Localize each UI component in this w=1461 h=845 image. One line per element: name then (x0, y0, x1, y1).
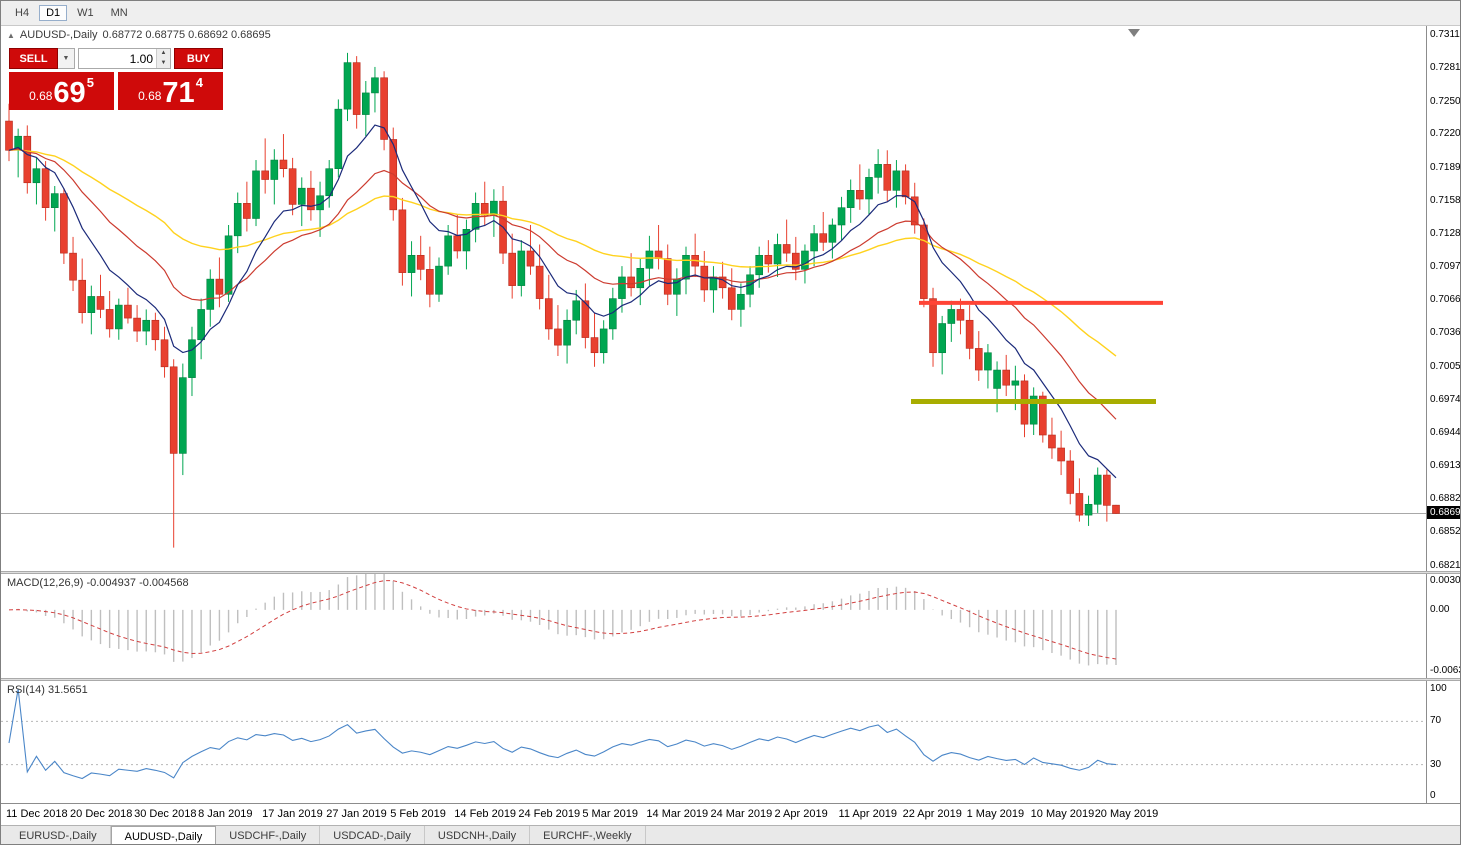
time-axis-label: 10 May 2019 (1030, 808, 1095, 820)
timeframe-toolbar: H4 D1 W1 MN (1, 1, 1460, 26)
time-axis[interactable]: 11 Dec 2018 20 Dec 2018 30 Dec 2018 8 Jan 2… (1, 803, 1460, 825)
buy-button[interactable]: BUY (174, 48, 223, 69)
chart-symbol-label: AUDUSD-,Daily (19, 29, 98, 41)
price-panel: ▲ AUDUSD-,Daily 0.68772 0.68775 0.68692 … (1, 26, 1461, 571)
volume-down-icon[interactable]: ▼ (157, 58, 170, 68)
macd-chart-canvas[interactable] (1, 574, 1426, 678)
time-axis-label: 1 May 2019 (966, 808, 1025, 820)
time-axis-label: 11 Dec 2018 (6, 808, 68, 820)
rsi-indicator-label: RSI(14) 31.5651 (7, 684, 88, 696)
price-axis-label: 0.70665 (1430, 294, 1461, 306)
time-axis-label: 22 Apr 2019 (902, 808, 962, 820)
chevron-down-icon: ▼ (62, 55, 70, 62)
rsi-chart-canvas[interactable] (1, 681, 1426, 803)
panel-separator[interactable] (1, 678, 1460, 681)
timeframe-button-h4[interactable]: H4 (8, 5, 36, 21)
chart-tab-eurusd-daily[interactable]: EURUSD-,Daily (6, 826, 111, 844)
rsi-axis[interactable]: 100 70 30 0 (1426, 681, 1460, 803)
price-axis-label: 0.68210 (1430, 560, 1461, 571)
price-axis-label: 0.68825 (1430, 493, 1461, 505)
price-axis-label: 0.69745 (1430, 393, 1461, 405)
macd-indicator-label: MACD(12,26,9) -0.004937 -0.004568 (7, 577, 189, 589)
sell-button[interactable]: SELL (9, 48, 58, 69)
time-axis-label: 30 Dec 2018 (134, 808, 197, 820)
time-axis-label: 20 May 2019 (1094, 808, 1159, 820)
rsi-axis-label: 30 (1430, 758, 1442, 770)
time-axis-label: 14 Mar 2019 (646, 808, 709, 820)
time-axis-label: 8 Jan 2019 (198, 808, 253, 820)
chart-tab-usdcnh-daily[interactable]: USDCNH-,Daily (425, 826, 531, 844)
price-chart-canvas[interactable] (1, 26, 1426, 571)
panel-separator[interactable] (1, 571, 1460, 574)
timeframe-button-mn[interactable]: MN (104, 5, 135, 21)
chart-shift-icon (1128, 29, 1140, 37)
chart-ohlc-values: 0.68772 0.68775 0.68692 0.68695 (102, 29, 271, 41)
order-options-dropdown[interactable]: ▼ (58, 48, 75, 69)
time-axis-label: 14 Feb 2019 (454, 808, 517, 820)
chart-tab-usdcad-daily[interactable]: USDCAD-,Daily (320, 826, 425, 844)
time-axis-label: 24 Feb 2019 (518, 808, 581, 820)
time-axis-label: 20 Dec 2018 (70, 808, 133, 820)
volume-field: ▲ ▼ (78, 48, 171, 69)
macd-axis[interactable]: 0.003035 0.00 -0.006315 (1426, 574, 1461, 678)
timeframe-button-w1[interactable]: W1 (70, 5, 101, 21)
time-axis-label: 17 Jan 2019 (262, 808, 323, 820)
time-axis-label: 5 Mar 2019 (582, 808, 639, 820)
buy-price-display[interactable]: 0.68 71 4 (118, 72, 223, 110)
time-axis-label: 24 Mar 2019 (710, 808, 773, 820)
chart-tab-eurchf-weekly[interactable]: EURCHF-,Weekly (530, 826, 646, 844)
rsi-axis-label: 70 (1430, 715, 1442, 727)
one-click-toggle-icon[interactable]: ▲ (7, 30, 15, 40)
volume-up-icon[interactable]: ▲ (157, 49, 170, 59)
rsi-panel: RSI(14) 31.5651 100 70 30 0 (1, 681, 1460, 803)
sell-price-display[interactable]: 0.68 69 5 (9, 72, 114, 110)
chart-tab-usdchf-daily[interactable]: USDCHF-,Daily (216, 826, 321, 844)
macd-axis-label: 0.003035 (1430, 575, 1461, 586)
time-axis-label: 11 Apr 2019 (838, 808, 898, 820)
price-axis-label: 0.73115 (1430, 29, 1460, 40)
macd-axis-label: 0.00 (1430, 603, 1450, 615)
timeframe-button-d1[interactable]: D1 (39, 5, 68, 21)
macd-panel: MACD(12,26,9) -0.004937 -0.004568 0.0030… (1, 574, 1461, 678)
volume-stepper: ▲ ▼ (156, 49, 170, 68)
time-axis-label: 5 Feb 2019 (390, 808, 446, 820)
time-axis-label: 27 Jan 2019 (326, 808, 387, 820)
chart-ohlc-header: ▲ AUDUSD-,Daily 0.68772 0.68775 0.68692 … (7, 29, 271, 41)
price-axis-label: 0.71585 (1430, 194, 1461, 206)
time-axis-label: 2 Apr 2019 (774, 808, 828, 820)
current-price-badge: 0.68695 (1427, 506, 1460, 520)
macd-axis-label: -0.006315 (1430, 665, 1460, 676)
rsi-axis-label: 100 (1430, 683, 1447, 694)
chart-tabbar: EURUSD-,Daily AUDUSD-,Daily USDCHF-,Daily U… (1, 825, 1460, 844)
volume-input[interactable] (79, 49, 156, 68)
chart-tab-audusd-daily[interactable]: AUDUSD-,Daily (110, 826, 217, 844)
rsi-axis-label: 0 (1430, 790, 1436, 801)
